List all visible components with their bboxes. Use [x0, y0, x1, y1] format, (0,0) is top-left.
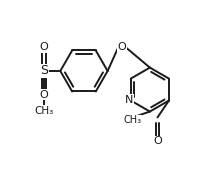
- Text: O: O: [118, 42, 126, 52]
- Text: N: N: [125, 95, 134, 105]
- Text: O: O: [40, 90, 49, 100]
- Text: CH₃: CH₃: [124, 115, 142, 125]
- Text: O: O: [153, 136, 162, 146]
- Text: CH₃: CH₃: [35, 106, 54, 116]
- Text: S: S: [40, 65, 48, 77]
- Text: O: O: [40, 42, 49, 52]
